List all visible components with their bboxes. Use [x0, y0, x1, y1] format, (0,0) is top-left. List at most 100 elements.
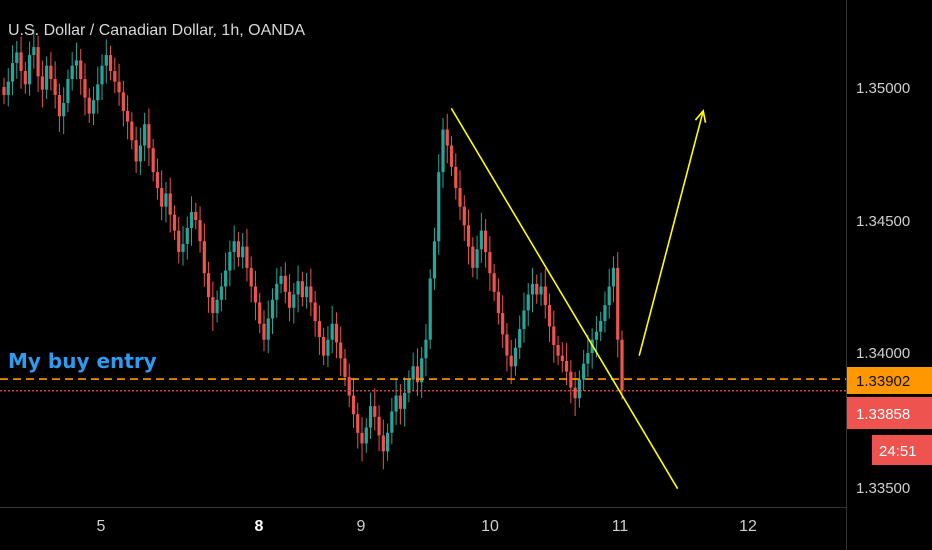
candle-body: [296, 281, 300, 295]
candle-body: [330, 323, 334, 340]
candle-body: [611, 267, 616, 287]
last-price-label[interactable]: 1.33858: [847, 397, 932, 429]
candle-body: [564, 360, 569, 372]
candle-body: [620, 339, 624, 391]
arrow-shaft: [638, 110, 704, 356]
candle-body: [151, 148, 155, 173]
candle-body: [603, 305, 607, 322]
candle-body: [488, 251, 492, 274]
candle-body: [398, 395, 402, 409]
candle-body: [219, 286, 223, 300]
candle-body: [100, 65, 104, 85]
candle-body: [484, 230, 488, 252]
candle-body: [194, 212, 198, 220]
candle-body: [377, 416, 381, 436]
candle-body: [287, 291, 292, 308]
candle-body: [475, 249, 479, 268]
candle-body: [62, 102, 66, 117]
candle-body: [368, 406, 373, 428]
candle-body: [560, 355, 564, 361]
candle-body: [228, 251, 232, 271]
arrow-head: [694, 109, 707, 123]
candle-body: [543, 286, 547, 306]
candle-body: [23, 71, 27, 85]
candle-body: [556, 345, 560, 356]
candle-body: [539, 286, 543, 295]
entry-price-label-text: 1.33902: [856, 373, 910, 390]
candle-body: [599, 321, 603, 332]
candle-body: [458, 188, 462, 207]
candle-body: [356, 414, 360, 433]
candle-body: [313, 302, 317, 322]
candle-body: [454, 166, 458, 189]
candle-body: [513, 347, 518, 367]
candle-body: [215, 299, 219, 314]
candle-body: [445, 129, 449, 146]
x-tick-label: 5: [97, 518, 106, 535]
candle-body: [424, 339, 428, 359]
candle-body: [501, 313, 505, 335]
candle-body: [496, 291, 500, 314]
candle-body: [420, 358, 424, 383]
candle-body: [185, 227, 189, 244]
candle-body: [224, 270, 228, 287]
y-tick-label: 1.34500: [856, 213, 910, 230]
candle-body: [437, 172, 441, 242]
candle-body: [432, 241, 437, 279]
candle-body: [32, 47, 36, 56]
candle-body: [74, 60, 79, 66]
candle-body: [189, 212, 194, 228]
x-tick-label: 12: [739, 518, 757, 535]
price-axis-ticks: 1.35000 1.34500 1.34000 1.33500: [856, 80, 910, 497]
candle-body: [535, 283, 539, 295]
candle-body: [138, 145, 142, 162]
candle-body: [172, 214, 177, 231]
candle-body: [40, 76, 44, 90]
candle-body: [607, 286, 611, 306]
candle-body: [160, 188, 164, 207]
y-tick-label: 1.33500: [856, 480, 910, 497]
projection-arrow[interactable]: [638, 109, 707, 356]
entry-price-label-bg: [847, 367, 932, 394]
candle-body: [292, 294, 296, 308]
candle-body: [113, 71, 117, 82]
candle-body: [518, 329, 522, 348]
candle-body: [547, 305, 552, 327]
candle-body: [577, 379, 581, 399]
candle-body: [130, 121, 134, 141]
candle-body: [573, 387, 577, 399]
candle-body: [530, 283, 535, 295]
candle-body: [96, 84, 100, 101]
candle-body: [211, 297, 215, 314]
candle-body: [177, 230, 181, 252]
trendline[interactable]: [450, 107, 679, 490]
candle-body: [70, 65, 74, 80]
candle-body: [373, 406, 377, 417]
candle-body: [492, 273, 496, 292]
candle-body: [262, 323, 266, 340]
candle-body: [283, 275, 287, 292]
candle-body: [45, 65, 49, 90]
candle-body: [351, 395, 356, 415]
candle-body: [126, 110, 130, 122]
candle-body: [616, 267, 620, 340]
candle-body: [339, 342, 343, 359]
countdown-label: 24:51: [872, 435, 932, 465]
candle-body: [381, 435, 385, 452]
candle-body: [347, 376, 351, 396]
candle-body: [428, 278, 432, 340]
y-tick-label: 1.35000: [856, 80, 910, 97]
candle-body: [305, 286, 309, 298]
candle-body: [87, 97, 91, 114]
candle-body: [309, 286, 313, 303]
buy-entry-annotation[interactable]: My buy entry: [8, 349, 157, 373]
candle-body: [266, 318, 270, 340]
x-tick-label: 10: [481, 518, 499, 535]
entry-price-label[interactable]: 1.33902: [847, 367, 932, 394]
candle-body: [403, 392, 407, 409]
last-price-label-bg: [847, 397, 932, 429]
candle-body: [326, 339, 330, 356]
candle-body: [317, 321, 321, 338]
candle-body: [334, 323, 339, 343]
